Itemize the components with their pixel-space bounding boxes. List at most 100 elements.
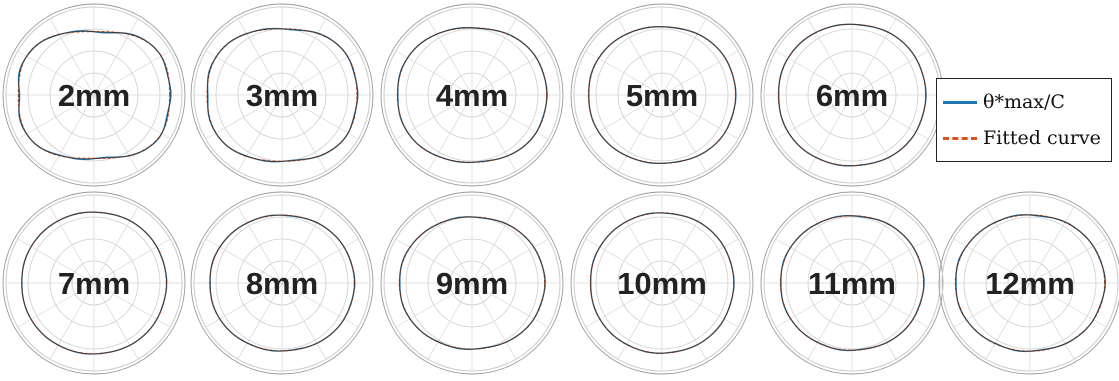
- grid-spoke: [427, 18, 473, 96]
- polar-panel-2mm: 2mm: [2, 3, 186, 187]
- grid-spoke: [205, 50, 283, 96]
- legend-entry-measured: θ*max/C: [943, 91, 1065, 113]
- grid-spoke: [49, 206, 95, 284]
- polar-panel-7mm: 7mm: [2, 191, 186, 375]
- grid-spoke: [427, 282, 473, 360]
- grid-spoke: [807, 94, 853, 172]
- grid-spoke: [93, 282, 139, 360]
- grid-spoke: [205, 94, 283, 140]
- series-overlap-line: [397, 27, 548, 163]
- grid-spoke: [617, 94, 663, 172]
- grid-spoke: [471, 206, 517, 284]
- panel-label: 5mm: [626, 78, 698, 113]
- legend-label-measured: θ*max/C: [983, 91, 1065, 113]
- polar-frame: [380, 3, 564, 187]
- panel-label: 10mm: [617, 266, 707, 301]
- grid-spoke: [395, 50, 473, 96]
- grid-spoke: [49, 94, 95, 172]
- grid-spoke: [617, 206, 663, 284]
- grid-spoke: [851, 94, 897, 172]
- series-overlap-line: [780, 215, 925, 351]
- grid-spoke: [281, 282, 327, 360]
- polar-frame: [2, 3, 186, 187]
- grid-spoke: [17, 50, 95, 96]
- grid-spoke: [93, 282, 171, 328]
- polar-panel-11mm: 11mm: [760, 191, 944, 375]
- grid-spoke: [281, 50, 359, 96]
- grid-spoke: [661, 238, 739, 284]
- grid-spoke: [471, 18, 517, 96]
- grid-spoke: [93, 94, 171, 140]
- series-overlap-line: [209, 214, 355, 352]
- grid-spoke: [93, 18, 139, 96]
- polar-frame: [570, 3, 754, 187]
- polar-panel-9mm: 9mm: [380, 191, 564, 375]
- grid-spoke: [17, 282, 95, 328]
- grid-spoke: [471, 282, 549, 328]
- grid-spoke: [471, 94, 517, 172]
- grid-spoke: [281, 238, 359, 284]
- series-overlap-line: [588, 26, 737, 164]
- polar-frame: [380, 191, 564, 375]
- grid-spoke: [471, 94, 549, 140]
- grid-spoke: [205, 282, 283, 328]
- panel-label: 2mm: [58, 78, 130, 113]
- grid-spoke: [471, 50, 549, 96]
- panel-label: 8mm: [246, 266, 318, 301]
- grid-spoke: [661, 282, 707, 360]
- polar-panel-5mm: 5mm: [570, 3, 754, 187]
- grid-spoke: [427, 94, 473, 172]
- dashed-line-icon: [943, 136, 977, 140]
- polar-frame: [2, 191, 186, 375]
- series-overlap-line: [21, 211, 167, 355]
- grid-spoke: [851, 18, 897, 96]
- grid-spoke: [281, 94, 359, 140]
- grid-spoke: [807, 18, 853, 96]
- grid-spoke: [237, 282, 283, 360]
- grid-spoke: [617, 18, 663, 96]
- grid-spoke: [395, 282, 473, 328]
- grid-spoke: [281, 94, 327, 172]
- polar-panel-10mm: 10mm: [570, 191, 754, 375]
- panel-label: 6mm: [816, 78, 888, 113]
- grid-spoke: [93, 238, 171, 284]
- polar-panel-12mm: 12mm: [938, 191, 1119, 375]
- grid-spoke: [851, 282, 929, 328]
- polar-frame: [570, 191, 754, 375]
- polar-panel-8mm: 8mm: [190, 191, 374, 375]
- polar-panel-4mm: 4mm: [380, 3, 564, 187]
- grid-spoke: [661, 282, 739, 328]
- grid-spoke: [617, 282, 663, 360]
- series-overlap-line: [206, 28, 358, 162]
- grid-spoke: [775, 238, 853, 284]
- series-overlap-line: [778, 23, 927, 167]
- grid-spoke: [93, 206, 139, 284]
- grid-spoke: [237, 206, 283, 284]
- grid-spoke: [661, 206, 707, 284]
- polar-panel-3mm: 3mm: [190, 3, 374, 187]
- legend-label-fitted: Fitted curve: [983, 127, 1101, 149]
- polar-frame: [938, 191, 1119, 375]
- series-overlap-line: [399, 216, 546, 350]
- grid-spoke: [851, 206, 897, 284]
- grid-spoke: [281, 18, 327, 96]
- grid-spoke: [851, 238, 929, 284]
- polar-frame: [190, 191, 374, 375]
- grid-spoke: [49, 282, 95, 360]
- grid-spoke: [851, 282, 897, 360]
- grid-spoke: [985, 282, 1031, 360]
- grid-spoke: [1029, 282, 1075, 360]
- panel-label: 7mm: [58, 266, 130, 301]
- series-overlap-line: [590, 212, 735, 354]
- grid-spoke: [281, 282, 359, 328]
- grid-spoke: [775, 282, 853, 328]
- grid-spoke: [985, 206, 1031, 284]
- grid-spoke: [585, 282, 663, 328]
- grid-spoke: [93, 94, 139, 172]
- series-overlap-line: [955, 214, 1106, 352]
- grid-spoke: [237, 18, 283, 96]
- grid-spoke: [17, 94, 95, 140]
- grid-spoke: [585, 238, 663, 284]
- grid-spoke: [237, 94, 283, 172]
